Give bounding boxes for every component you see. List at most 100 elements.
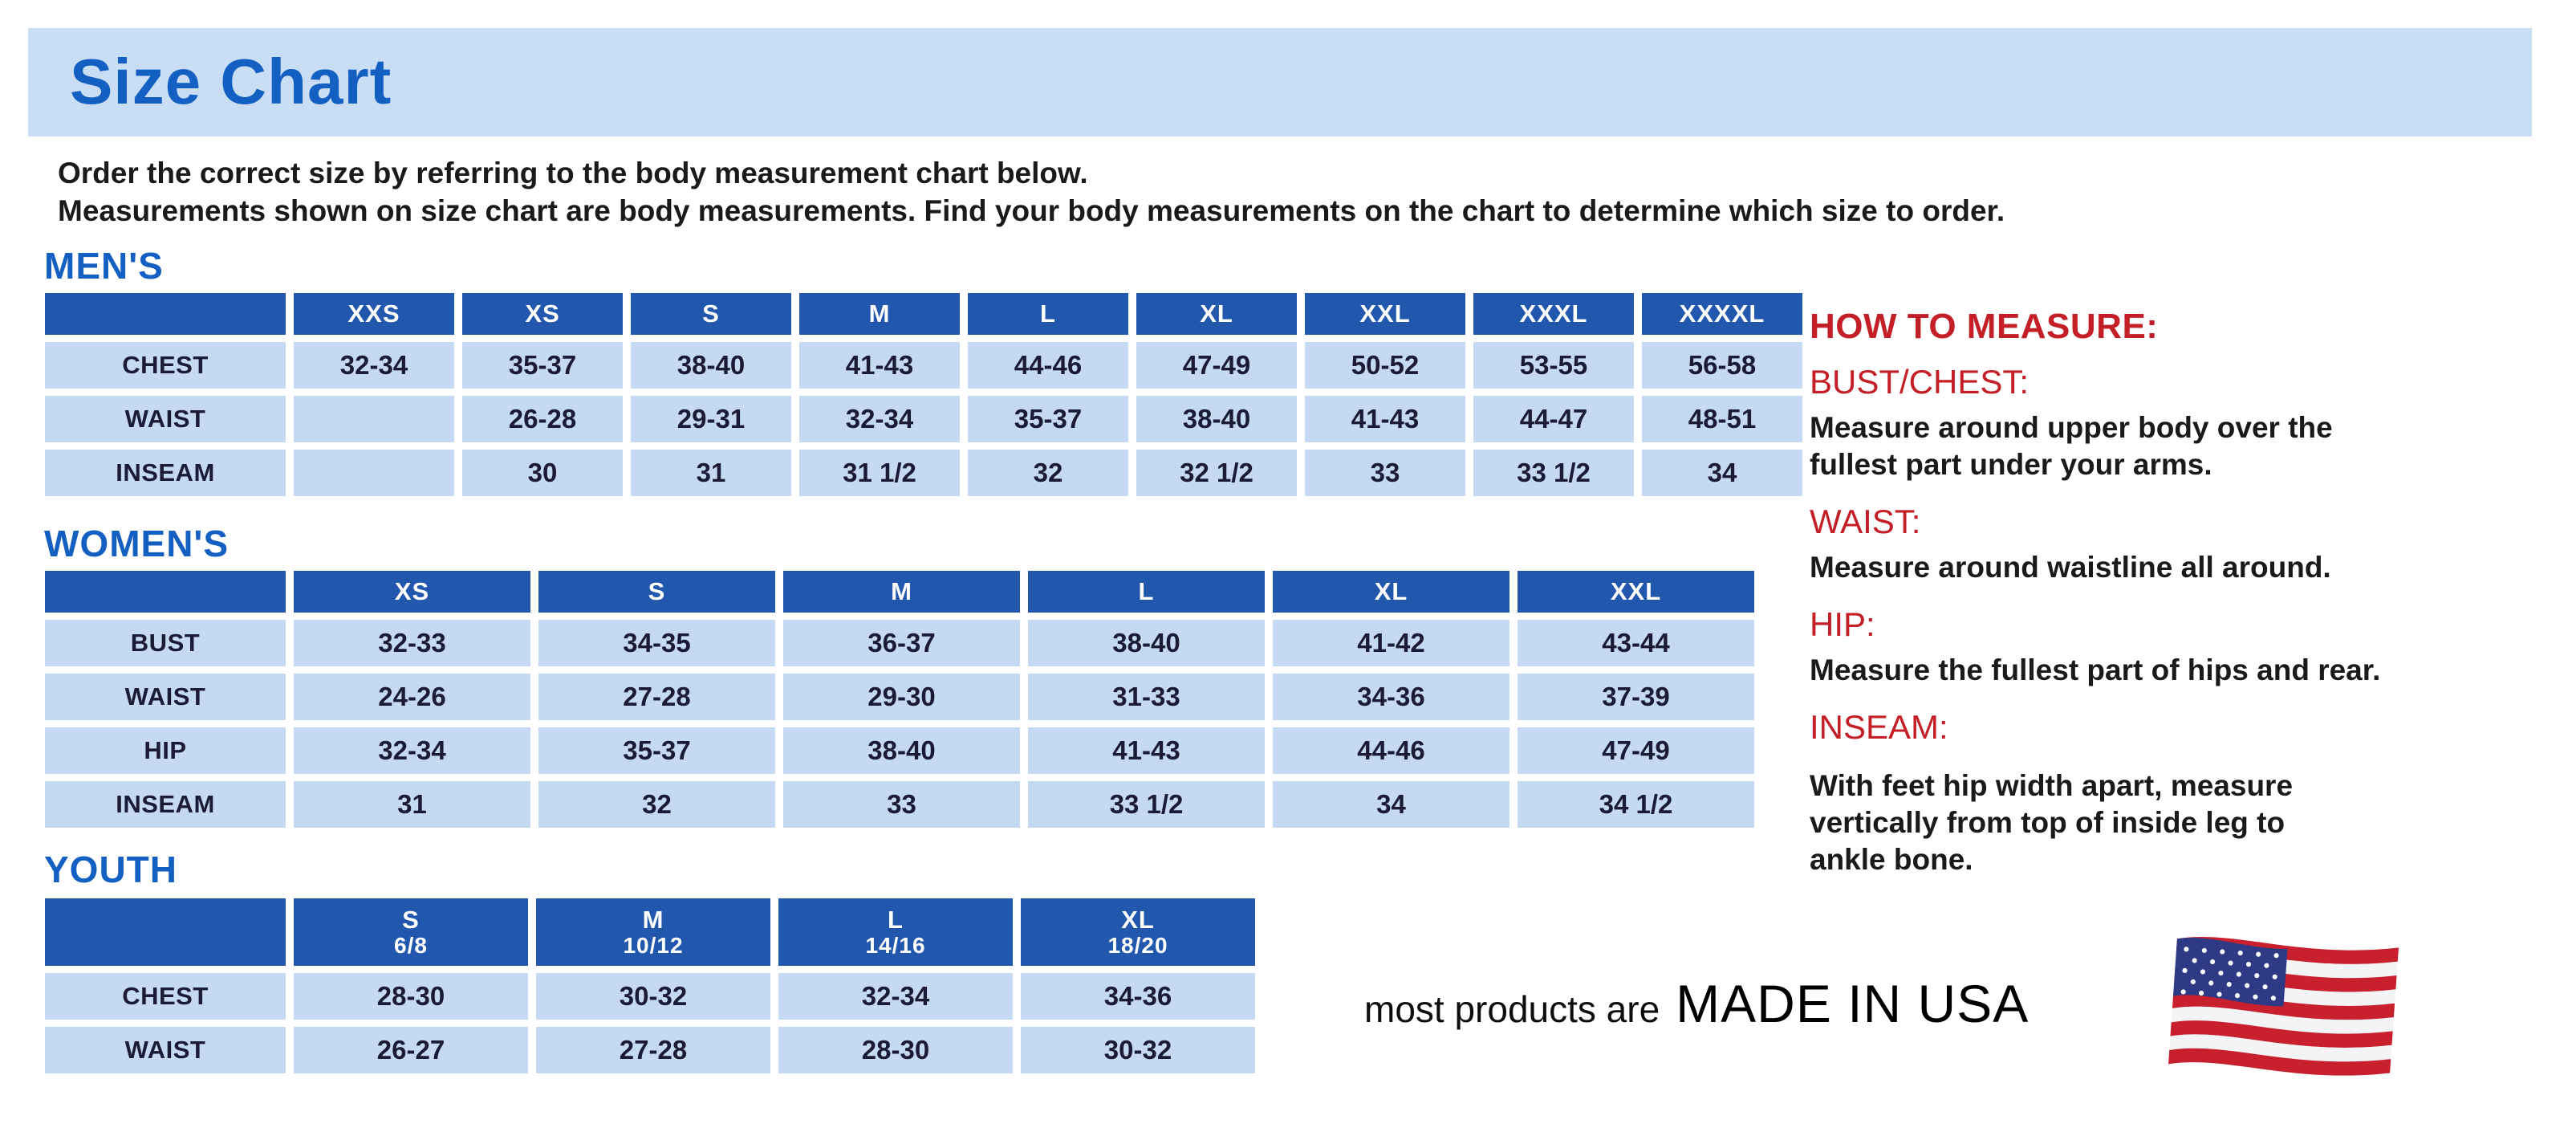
column-header-cell: XL — [1136, 293, 1297, 335]
column-header-cell: XS — [462, 293, 623, 335]
size-value-cell — [294, 396, 454, 442]
size-value-cell: 47-49 — [1136, 342, 1297, 389]
size-value-cell: 34-35 — [538, 620, 775, 666]
size-value-cell: 53-55 — [1473, 342, 1634, 389]
intro-text: Order the correct size by referring to t… — [58, 154, 2005, 230]
made-in-usa-note: most products are MADE IN USA — [1364, 973, 2029, 1034]
column-header-cell: M — [799, 293, 960, 335]
size-value-cell: 48-51 — [1642, 396, 1802, 442]
size-value-cell: 50-52 — [1305, 342, 1465, 389]
size-value-cell — [294, 450, 454, 496]
intro-line-2: Measurements shown on size chart are bod… — [58, 194, 2005, 227]
mens-size-table: XXS XS S M L XL XXL XXXL XXXXL CHEST 32-34 35-37 38-… — [37, 286, 1810, 503]
measure-desc: With feet hip width apart, measure verti… — [1810, 769, 2294, 876]
size-value-cell: 38-40 — [1136, 396, 1297, 442]
corner-header-cell — [45, 293, 286, 335]
column-header-cell: M — [783, 571, 1020, 613]
size-value-cell: 29-31 — [631, 396, 791, 442]
size-value-cell: 37-39 — [1518, 674, 1754, 720]
column-header-cell: XXXXL — [1642, 293, 1802, 335]
size-value-cell: 33 — [1305, 450, 1465, 496]
page-title: Size Chart — [70, 46, 392, 117]
how-to-measure-title: HOW TO MEASURE: — [1810, 307, 2159, 346]
intro-line-1: Order the correct size by referring to t… — [58, 157, 1088, 189]
size-value-cell: 32 — [538, 781, 775, 828]
size-value-cell: 32-34 — [778, 973, 1013, 1020]
row-label-cell: WAIST — [45, 396, 286, 442]
row-label-cell: WAIST — [45, 1027, 286, 1073]
size-value-cell: 33 — [783, 781, 1020, 828]
mens-section-heading: MEN'S — [44, 245, 164, 287]
size-value-cell: 34-36 — [1273, 674, 1509, 720]
size-value-cell: 36-37 — [783, 620, 1020, 666]
column-header-cell: S 6/8 — [294, 898, 528, 966]
size-value-cell: 32-34 — [294, 727, 530, 774]
how-to-measure-panel: HOW TO MEASURE: BUST/CHEST: Measure aroun… — [1810, 307, 2560, 878]
column-header-cell: XXXL — [1473, 293, 1634, 335]
womens-size-table: XS S M L XL XXL BUST 32-33 34-35 36-37 38-40 41-42 4… — [37, 564, 1762, 835]
column-header-cell: L — [1028, 571, 1265, 613]
title-banner: Size Chart — [28, 28, 2532, 136]
column-header-cell: M 10/12 — [536, 898, 770, 966]
made-in-usa-emphasis: MADE IN USA — [1676, 974, 2030, 1033]
size-value-cell: 29-30 — [783, 674, 1020, 720]
size-value-cell: 34-36 — [1021, 973, 1255, 1020]
size-value-cell: 32-34 — [799, 396, 960, 442]
usa-flag-icon — [2168, 937, 2399, 1076]
size-value-cell: 35-37 — [538, 727, 775, 774]
row-label-cell: CHEST — [45, 342, 286, 389]
how-to-measure-list: BUST/CHEST: Measure around upper body ove… — [1810, 363, 2560, 878]
row-label-cell: HIP — [45, 727, 286, 774]
measure-term: INSEAM: — [1810, 708, 1948, 746]
size-value-cell: 41-43 — [1305, 396, 1465, 442]
size-value-cell: 38-40 — [631, 342, 791, 389]
column-header-cell: XS — [294, 571, 530, 613]
measure-item: HIP: Measure the fullest part of hips and… — [1810, 605, 2560, 689]
size-value-cell: 31 — [294, 781, 530, 828]
size-value-cell: 43-44 — [1518, 620, 1754, 666]
size-value-cell: 38-40 — [1028, 620, 1265, 666]
youth-size-table: S 6/8 M 10/12 L 14/16 XL 18/20 CHEST 28-30 30-32 32… — [37, 891, 1263, 1081]
measure-desc: Measure the fullest part of hips and rea… — [1810, 654, 2381, 686]
measure-desc: Measure around waistline all around. — [1810, 551, 2331, 584]
size-value-cell: 30-32 — [1021, 1027, 1255, 1073]
made-in-usa-prefix: most products are — [1364, 988, 1660, 1030]
size-value-cell: 44-46 — [1273, 727, 1509, 774]
column-header-cell: XXL — [1518, 571, 1754, 613]
measure-term: HIP: — [1810, 605, 1875, 643]
row-label-cell: CHEST — [45, 973, 286, 1020]
row-label-cell: WAIST — [45, 674, 286, 720]
column-header-cell: XXL — [1305, 293, 1465, 335]
womens-section-heading: WOMEN'S — [44, 523, 230, 564]
size-value-cell: 34 1/2 — [1518, 781, 1754, 828]
size-value-cell: 56-58 — [1642, 342, 1802, 389]
measure-item: INSEAM: With feet hip width apart, measur… — [1810, 708, 2560, 878]
size-value-cell: 41-42 — [1273, 620, 1509, 666]
size-value-cell: 30 — [462, 450, 623, 496]
size-value-cell: 34 — [1273, 781, 1509, 828]
size-value-cell: 30-32 — [536, 973, 770, 1020]
size-value-cell: 24-26 — [294, 674, 530, 720]
row-label-cell: BUST — [45, 620, 286, 666]
column-header-cell: XL 18/20 — [1021, 898, 1255, 966]
column-header-cell: XXS — [294, 293, 454, 335]
row-label-cell: INSEAM — [45, 781, 286, 828]
measure-term: WAIST: — [1810, 503, 1921, 540]
size-value-cell: 33 1/2 — [1028, 781, 1265, 828]
size-value-cell: 26-28 — [462, 396, 623, 442]
measure-item: WAIST: Measure around waistline all aroun… — [1810, 503, 2560, 586]
size-value-cell: 31 — [631, 450, 791, 496]
measure-term: BUST/CHEST: — [1810, 363, 2030, 401]
size-value-cell: 32-33 — [294, 620, 530, 666]
size-value-cell: 32 1/2 — [1136, 450, 1297, 496]
flag-stars — [2180, 947, 2279, 1001]
size-value-cell: 44-46 — [968, 342, 1128, 389]
column-header-cell: L — [968, 293, 1128, 335]
size-value-cell: 35-37 — [462, 342, 623, 389]
size-value-cell: 38-40 — [783, 727, 1020, 774]
measure-desc: Measure around upper body over the fulle… — [1810, 411, 2333, 481]
youth-section-heading: YOUTH — [44, 849, 177, 890]
corner-header-cell — [45, 571, 286, 613]
size-value-cell: 34 — [1642, 450, 1802, 496]
corner-header-cell — [45, 898, 286, 966]
